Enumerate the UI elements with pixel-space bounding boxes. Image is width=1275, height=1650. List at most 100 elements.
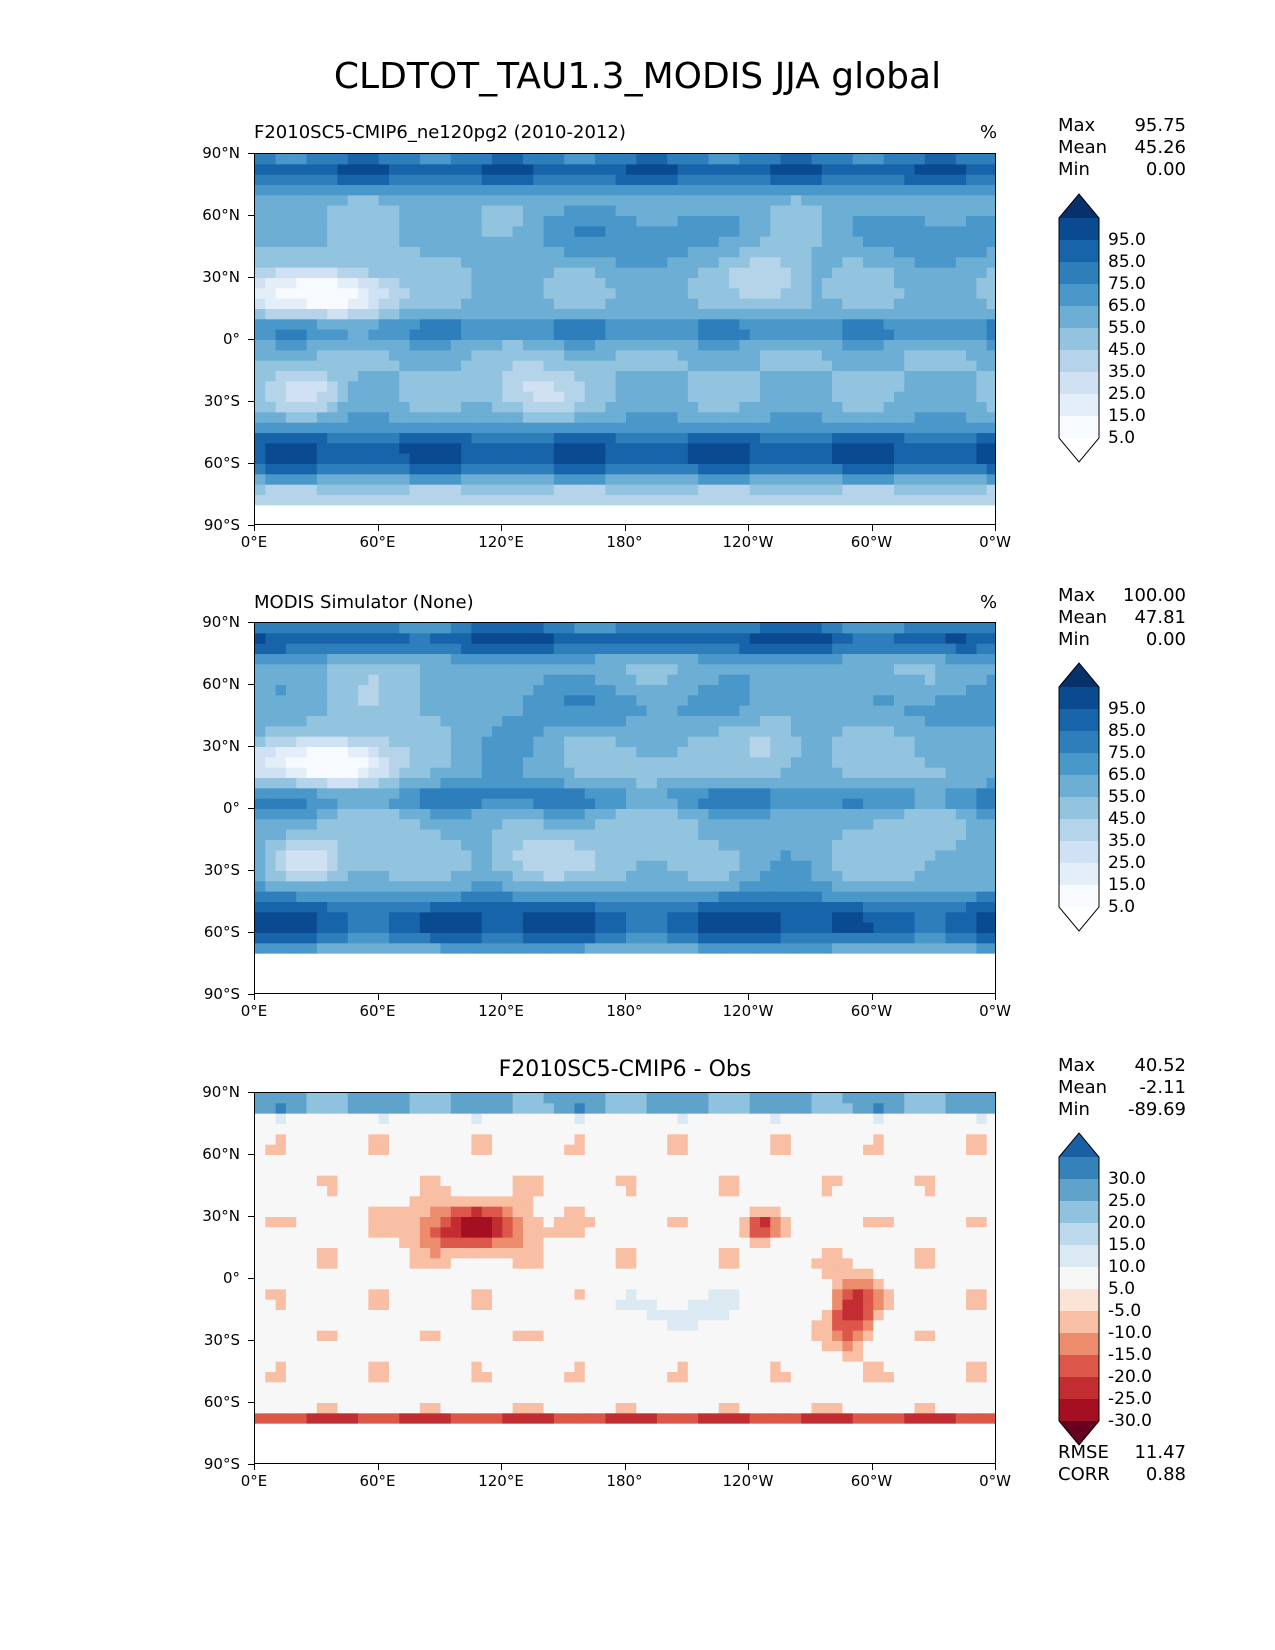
field-cell [780,391,792,403]
field-cell [471,443,483,455]
field-cell [358,412,369,424]
field-cell [739,257,751,269]
field-cell [615,912,627,924]
field-cell [759,433,771,444]
field-cell [904,788,916,800]
field-cell [955,278,967,289]
field-cell [924,371,936,382]
field-cell [275,174,287,186]
field-cell [461,685,473,696]
field-cell [759,371,771,382]
field-cell [471,319,483,331]
field-cell [368,767,380,779]
field-cell [955,329,967,341]
field-cell [935,674,947,686]
field-cell [306,298,318,310]
field-cell [522,216,534,227]
field-cell [450,685,462,696]
field-cell [976,360,988,372]
field-cell [966,664,977,676]
field-cell [935,819,947,831]
field-cell [636,154,648,165]
field-cell [770,329,782,341]
field-cell [656,247,668,258]
field-cell [656,819,668,831]
field-cell [904,685,916,696]
field-cell [430,871,442,882]
field-cell [430,881,442,893]
field-cell [533,278,545,289]
field-cell [564,664,576,676]
field-cell [605,371,617,382]
field-cell [481,205,493,217]
field-cell [368,778,380,789]
field-cell [966,643,977,655]
field-cell [492,402,503,413]
panel-2-title: MODIS Simulator (None) [254,592,474,613]
field-cell [945,716,957,727]
field-cell [327,319,339,331]
lat-tick-label: 90°N [202,144,240,162]
field-cell [955,695,967,707]
field-cell [708,164,720,176]
field-cell [502,716,514,727]
field-cell [296,736,308,748]
field-cell [945,685,957,696]
field-cell [595,185,606,196]
field-cell [522,953,534,965]
field-cell [492,422,503,434]
field-cell [687,633,699,645]
field-cell [966,778,977,789]
field-cell [873,943,885,955]
field-cell [739,464,751,475]
field-cell [986,664,995,676]
field-cell [780,247,792,258]
field-cell [955,247,967,258]
field-cell [522,278,534,289]
field-cell [677,205,689,217]
field-cell [502,695,514,707]
field-cell [687,809,699,820]
field-cell [986,788,995,800]
field-cell [667,484,679,496]
field-cell [492,643,503,655]
field-cell [832,685,844,696]
field-cell [399,391,411,403]
field-cell [595,871,606,882]
field-cell [708,185,720,196]
field-cell [255,495,266,506]
field-cell [337,716,349,727]
field-cell [409,329,421,341]
field-cell [821,247,833,258]
field-cell [852,216,864,227]
field-cell [729,809,740,820]
field-cell [893,350,905,362]
field-cell [450,174,462,186]
field-cell [378,257,390,269]
field-cell [543,705,555,717]
field-cell [419,850,431,862]
field-cell [461,788,473,800]
field-cell [347,464,359,475]
field-cell [986,850,995,862]
field-cell [347,902,359,913]
field-cell [553,850,565,862]
field-cell [265,685,277,696]
field-cell [316,453,328,465]
field-cell [306,798,318,810]
field-cell [378,767,390,779]
field-cell [255,685,266,696]
field-cell [698,329,710,341]
field-cell [945,484,957,496]
field-cell [409,798,421,810]
field-cell [347,484,359,496]
field-cell [790,674,802,686]
field-cell [966,319,977,331]
field-cell [667,164,679,176]
field-cell [296,412,308,424]
field-cell [626,205,637,217]
field-cell [615,685,627,696]
field-cell [656,309,668,320]
field-cell [564,350,576,362]
field-cell [595,474,606,486]
